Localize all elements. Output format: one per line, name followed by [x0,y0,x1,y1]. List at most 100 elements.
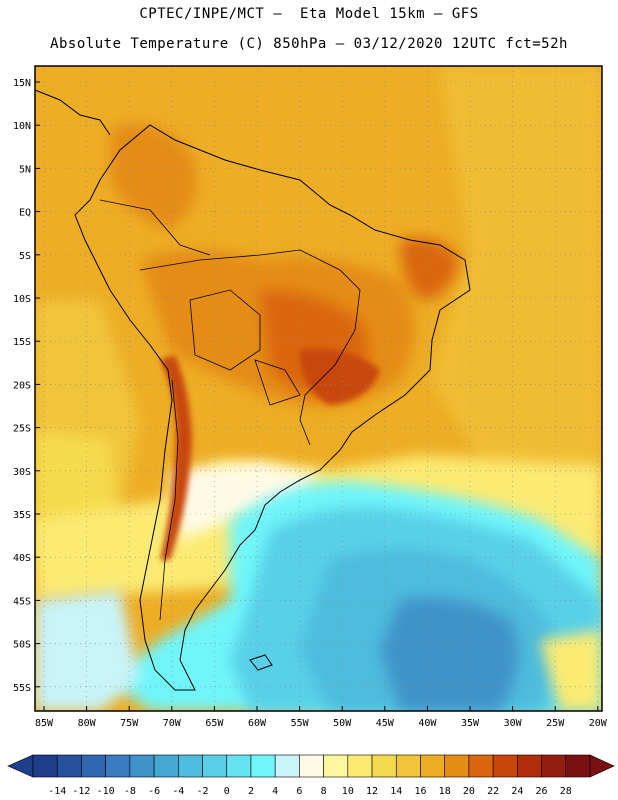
lon-label: 40W [418,718,437,729]
lat-label: 30S [13,467,31,478]
lat-label: 55S [13,683,31,694]
lat-label: 20S [13,380,31,391]
colorbar-label: 12 [366,786,378,797]
lat-label: 10S [13,294,31,305]
colorbar-label: -12 [72,786,90,797]
colorbar-label: 22 [487,786,499,797]
colorbar-swatch [226,754,252,778]
colorbar-label: 10 [342,786,354,797]
title-line-1: CPTEC/INPE/MCT – Eta Model 15km – GFS [139,6,479,22]
colorbar-max-arrow [589,754,615,778]
colorbar-swatch [492,754,518,778]
colorbar-swatch [32,754,58,778]
coldest-core [380,597,518,711]
colorbar-label: 0 [224,786,230,797]
hot-north [110,123,197,230]
lon-label: 60W [248,718,267,729]
colorbar [7,754,615,778]
temperature-field [35,66,602,711]
falklands-coastline [249,654,273,671]
colorbar-label: -14 [48,786,66,797]
colorbar-swatch [153,754,179,778]
south-america-coastline [74,124,471,691]
lon-label: 65W [205,718,224,729]
sw-pale-cyan [35,590,140,711]
lat-label: 35S [13,510,31,521]
colorbar-swatch [129,754,155,778]
colorbar-swatch [565,754,591,778]
lat-label: 15S [13,337,31,348]
colorbar-label: 2 [248,786,254,797]
border-peru-colombia [99,199,211,256]
colorbar-label: 20 [463,786,475,797]
colorbar-label: -2 [196,786,208,797]
colorbar-swatch [274,754,300,778]
colorbar-swatch [299,754,324,778]
colorbar-swatch [395,754,421,778]
lon-label: 25W [546,718,565,729]
colorbar-label: 16 [414,786,426,797]
warm-ocean-east [430,66,602,470]
lat-label: 10N [13,121,31,132]
colorbar-swatch [202,754,228,778]
lat-label: 50S [13,640,31,651]
se-yellow-corner [540,630,602,711]
lon-label: 75W [120,718,139,729]
colorbar-label: 8 [321,786,327,797]
lon-label: 85W [35,718,54,729]
colorbar-label: 18 [439,786,451,797]
colorbar-swatch [56,754,82,778]
colorbar-min-arrow [7,754,34,778]
lon-label: 45W [376,718,395,729]
colorbar-swatch [444,754,470,778]
colorbar-label: 28 [560,786,572,797]
colorbar-swatch [250,754,276,778]
map-frame [34,65,603,712]
lon-label: 80W [78,718,97,729]
colorbar-label: 14 [390,786,402,797]
lat-label: 15N [13,78,31,89]
latitude-labels: 15N 10N 5N EQ 5S 10S 15S 20S 25S 30S 35S 40S 45S 50S 5… [13,78,40,694]
colorbar-swatch [420,754,445,778]
colorbar-swatch [371,754,397,778]
border-argentina-chile [159,379,179,621]
colorbar-labels: -14 -12 -10 -8 -6 -4 -2 0 2 4 6 8 10 12 14 16 18 20 22 24 26… [48,786,572,797]
colorbar-swatch [541,754,567,778]
colorbar-label: -10 [97,786,115,797]
border-paraguay [254,359,301,406]
andes-ridge [160,355,192,560]
lat-label: EQ [19,208,31,219]
colorbar-label: 6 [296,786,302,797]
lat-label: 5S [19,251,31,262]
coastlines [34,89,471,691]
colorbar-label: 4 [272,786,278,797]
colorbar-swatch [105,754,131,778]
hot-northeast [400,237,460,300]
south-pale-band [170,462,320,540]
colorbar-label: 26 [536,786,548,797]
lon-label: 35W [461,718,480,729]
lon-label: 55W [291,718,310,729]
lat-label: 5N [19,164,31,175]
colorbar-label: -8 [124,786,136,797]
colorbar-label: 24 [511,786,523,797]
lon-label: 70W [163,718,182,729]
border-bolivia [189,289,261,371]
longitude-labels: 85W 80W 75W 70W 65W 60W 55W 50W 45W 40W 35W 30W 25W 2… [35,706,608,729]
lon-label: 50W [333,718,352,729]
lon-label: 20W [589,718,608,729]
colorbar-label: -4 [172,786,184,797]
country-borders [99,199,361,621]
colorbar-swatch [81,754,106,778]
colorbar-swatch [323,754,349,778]
colorbar-swatch [468,754,494,778]
lon-label: 30W [504,718,523,729]
border-brazil [139,249,361,446]
colorbar-label: -6 [148,786,160,797]
central-america-coastline [34,89,111,136]
colorbar-swatch [517,754,542,778]
lat-label: 40S [13,553,31,564]
lat-label: 25S [13,424,31,435]
colorbar-swatch [347,754,373,778]
